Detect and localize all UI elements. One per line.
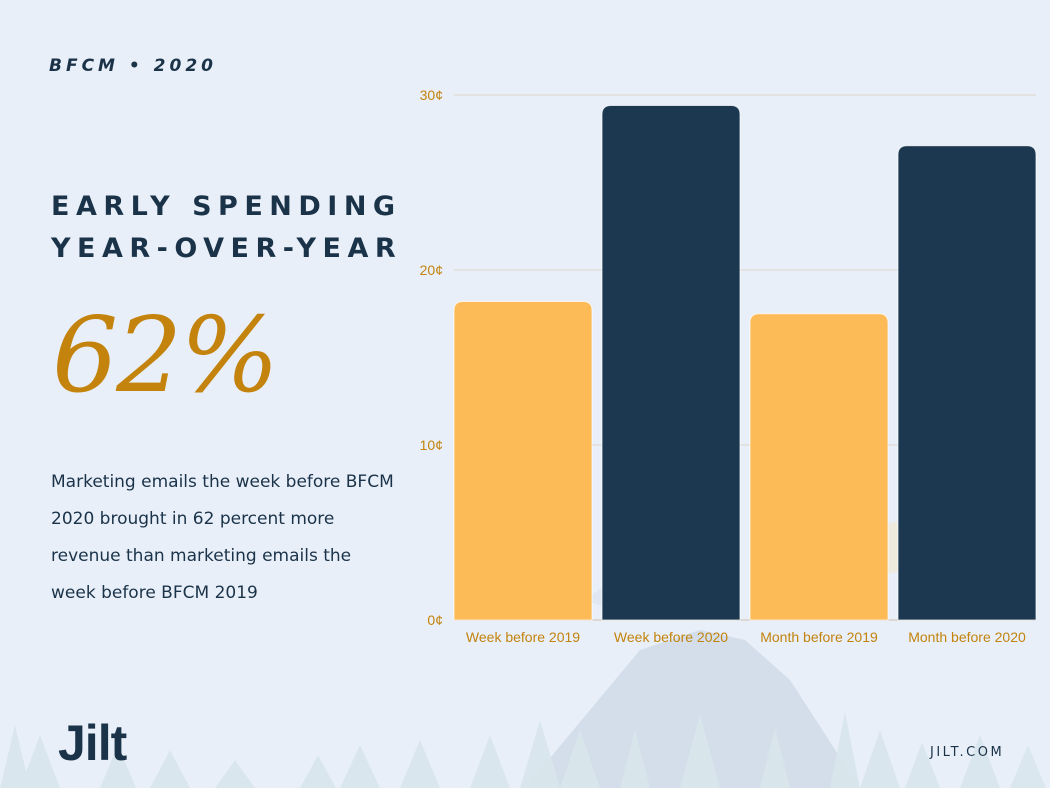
bar-week-before-2020 bbox=[601, 105, 741, 621]
bars bbox=[453, 105, 1037, 621]
title-line-1: EARLY SPENDING bbox=[51, 191, 402, 222]
bar-month-before-2019 bbox=[749, 313, 889, 621]
y-tick-label: 30¢ bbox=[420, 87, 443, 103]
x-axis-labels: Week before 2019 Week before 2020 Month be… bbox=[466, 629, 1026, 645]
kicker-label: BFCM • 2020 bbox=[49, 56, 217, 76]
title-line-2: YEAR-OVER-YEAR bbox=[51, 233, 403, 264]
x-category-label: Week before 2019 bbox=[466, 629, 580, 645]
bar-month-before-2020 bbox=[897, 145, 1037, 621]
site-url: JILT.COM bbox=[930, 745, 1005, 760]
stat-description: Marketing emails the week before BFCM 20… bbox=[51, 472, 394, 603]
y-tick-label: 20¢ bbox=[420, 262, 443, 278]
x-category-label: Month before 2019 bbox=[760, 629, 878, 645]
bar-week-before-2019 bbox=[453, 301, 593, 621]
x-category-label: Month before 2020 bbox=[908, 629, 1026, 645]
headline-stat: 62% bbox=[52, 294, 279, 416]
y-tick-label: 10¢ bbox=[420, 437, 443, 453]
y-tick-label: 0¢ bbox=[427, 612, 443, 628]
y-axis-ticks: 0¢ 10¢ 20¢ 30¢ bbox=[420, 87, 443, 628]
jilt-logo: Jilt bbox=[58, 715, 127, 771]
page-title: EARLY SPENDING YEAR-OVER-YEAR bbox=[51, 186, 411, 270]
x-category-label: Week before 2020 bbox=[614, 629, 728, 645]
